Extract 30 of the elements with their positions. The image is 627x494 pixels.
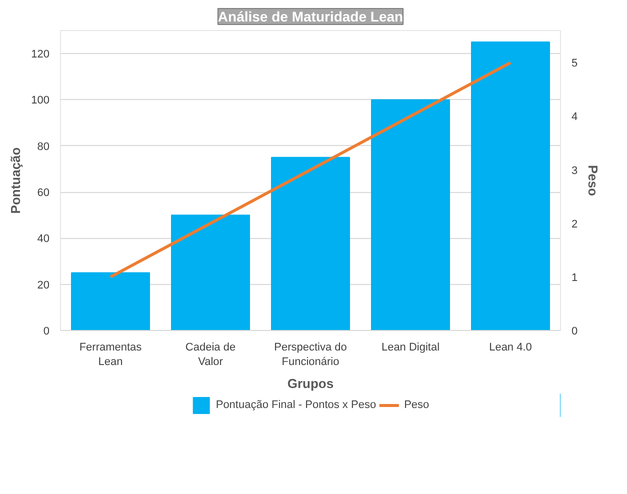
chart-title: Análise de Maturidade Lean	[218, 8, 404, 24]
y2-tick-label: 2	[572, 218, 578, 230]
y-tick-label: 40	[37, 233, 50, 246]
y2-tick-label: 4	[572, 111, 578, 124]
y2-tick-label: 1	[572, 272, 578, 284]
x-tick-label: Lean Digital	[381, 342, 440, 354]
y-tick-label: 20	[37, 279, 50, 292]
x-tick-label: Perspectiva do Funcionário	[274, 342, 347, 368]
bar	[71, 272, 150, 330]
legend-label: Pontuação Final - Pontos x Peso	[216, 399, 376, 411]
y2-tick-label: 0	[572, 326, 578, 338]
bar	[471, 42, 550, 330]
bar	[371, 99, 450, 330]
y-tick-label: 120	[31, 48, 50, 61]
bar	[171, 214, 250, 330]
x-tick-label: Ferramentas Lean	[79, 342, 142, 368]
x-tick-label: Lean 4.0	[489, 342, 532, 354]
y2-tick-label: 3	[572, 164, 578, 177]
y-tick-label: 0	[43, 326, 50, 338]
y-tick-label: 100	[31, 94, 50, 107]
x-tick-label: Cadeia de Valor	[185, 342, 236, 368]
y2-axis-title: Peso	[586, 164, 601, 196]
line-series	[109, 61, 512, 278]
legend-label: Peso	[404, 399, 430, 411]
y-tick-label: 60	[37, 187, 50, 200]
bar	[271, 156, 350, 330]
x-axis-title: Grupos	[287, 376, 334, 391]
y-tick-label: 80	[37, 140, 50, 153]
y2-tick-label: 5	[572, 58, 578, 70]
y-axis-title: Pontuação	[8, 147, 24, 214]
